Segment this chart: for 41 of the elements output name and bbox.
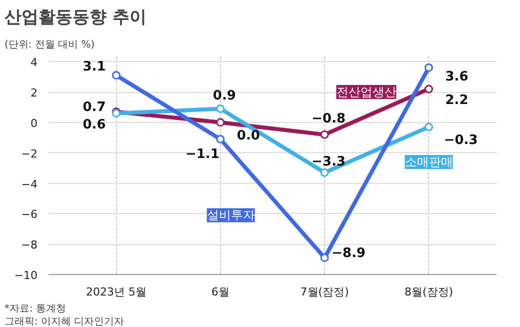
data-label: −8.9 — [332, 246, 366, 261]
point — [320, 254, 329, 262]
y-tick-label: −2 — [21, 147, 38, 160]
point — [424, 84, 434, 94]
point — [320, 130, 329, 139]
data-label: −0.8 — [312, 112, 346, 127]
x-tick-label: 2023년 5월 — [86, 286, 146, 298]
point — [320, 168, 329, 177]
series-label: 소매판매 — [404, 154, 453, 169]
point — [424, 122, 434, 132]
x-tick-label: 7월(잠정) — [300, 286, 349, 298]
data-label: 3.6 — [445, 70, 468, 85]
data-label: −0.3 — [444, 132, 478, 148]
x-tick-label: 6월 — [211, 286, 230, 298]
data-label: 2.2 — [445, 92, 468, 108]
y-tick-label: −6 — [21, 208, 38, 222]
point — [112, 71, 120, 80]
data-label: 0.7 — [82, 100, 106, 115]
text: *자료: 통계청 — [4, 304, 66, 314]
y-tick-label: −10 — [14, 269, 38, 282]
y-tick-label: 2 — [30, 86, 38, 100]
y-tick-label: 0 — [30, 116, 38, 130]
data-label: −3.3 — [312, 154, 346, 170]
point — [216, 104, 225, 113]
y-tick-label: −4 — [21, 178, 38, 191]
point — [216, 118, 225, 127]
data-label: 0.6 — [82, 117, 106, 132]
y-tick-label: 4 — [30, 56, 38, 70]
series-label: 전산업생산 — [336, 85, 396, 99]
data-label: 0.0 — [236, 128, 260, 144]
x-tick-label: 8월(잠정) — [404, 286, 454, 298]
text: 그래픽: 이지혜 디자인기자 — [4, 316, 124, 327]
point — [216, 134, 225, 144]
chart-subtitle: (단위: 전월 대비 %) — [4, 40, 95, 50]
data-label: 0.9 — [212, 88, 236, 104]
point — [424, 63, 434, 72]
data-label: −1.1 — [185, 147, 220, 162]
series-label: 설비투자 — [206, 208, 255, 222]
data-label: 3.1 — [82, 59, 106, 74]
chart-title: 산업활동동향 추이 — [4, 8, 146, 28]
y-tick-label: −8 — [21, 238, 38, 252]
